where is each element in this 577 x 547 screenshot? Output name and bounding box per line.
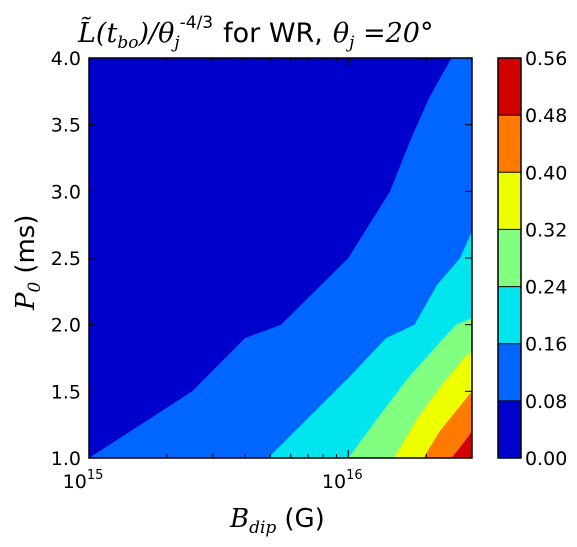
colorbar-label: 0.08 <box>525 391 567 413</box>
colorbar-label: 0.56 <box>525 48 567 70</box>
colorbar-label: 0.00 <box>525 448 567 470</box>
title-text: for WR, <box>223 18 323 49</box>
y-tick-label: 1.0 <box>51 448 81 470</box>
colorbar-segment <box>498 229 521 287</box>
title-math-suffix-sub: j <box>345 33 355 53</box>
ylabel-math: P <box>11 292 41 311</box>
ylabel-text: (ms) <box>11 215 41 274</box>
x-axis-ticks: 1015 1016 <box>63 58 473 493</box>
colorbar-frame <box>497 57 522 459</box>
colorbar-segment <box>498 115 521 173</box>
colorbar-segment <box>498 286 521 344</box>
title-math-sup: -4/3 <box>180 13 214 33</box>
x-tick-label: 1015 <box>63 468 104 493</box>
colorbar-segment <box>498 400 521 458</box>
colorbar-segment <box>498 343 521 401</box>
title-math-sub: bo <box>117 33 138 53</box>
xlabel-math: B <box>229 504 249 534</box>
xlabel-text: (G) <box>284 504 324 534</box>
y-axis-title: P0 (ms) <box>11 215 45 312</box>
colorbar-label: 0.16 <box>525 334 567 356</box>
colorbar-label: 0.24 <box>525 277 567 299</box>
y-tick-label: 2.0 <box>51 315 81 337</box>
contour-band-0.40 <box>423 391 472 458</box>
title-math-mid-sub: j <box>170 33 180 53</box>
y-tick-label: 3.0 <box>51 181 81 203</box>
colorbar-label: 0.48 <box>525 105 567 127</box>
x-axis-title: Bdip (G) <box>229 504 325 538</box>
y-tick-label: 2.5 <box>51 248 81 270</box>
colorbar-label: 0.40 <box>525 162 567 184</box>
title-math-tail: =20° <box>354 18 433 49</box>
colorbar-segment <box>498 58 521 116</box>
title-math-mid: )/θ <box>137 18 174 49</box>
colorbar: 0.00 0.08 0.16 0.24 0.32 0.40 0.48 0.56 <box>498 48 567 470</box>
xlabel-math-sub: dip <box>249 518 276 538</box>
contour-band-0.48 <box>451 431 472 458</box>
x-tick-label: 1016 <box>322 468 363 493</box>
colorbar-segment <box>498 172 521 230</box>
colorbar-label: 0.32 <box>525 219 567 241</box>
chart-title: L̃(tbo)/θj-4/3 for WR, θj =20° <box>77 13 433 53</box>
ylabel-math-sub: 0 <box>25 282 45 293</box>
y-axis-ticks: 1.0 1.5 2.0 2.5 3.0 3.5 4.0 <box>51 48 472 470</box>
y-tick-label: 1.5 <box>51 381 81 403</box>
y-tick-label: 4.0 <box>51 48 81 70</box>
title-math-suffix: θ <box>333 18 349 49</box>
y-tick-label: 3.5 <box>51 115 81 137</box>
title-math-prefix: L̃(t <box>77 16 117 49</box>
contour-bands <box>89 58 472 458</box>
